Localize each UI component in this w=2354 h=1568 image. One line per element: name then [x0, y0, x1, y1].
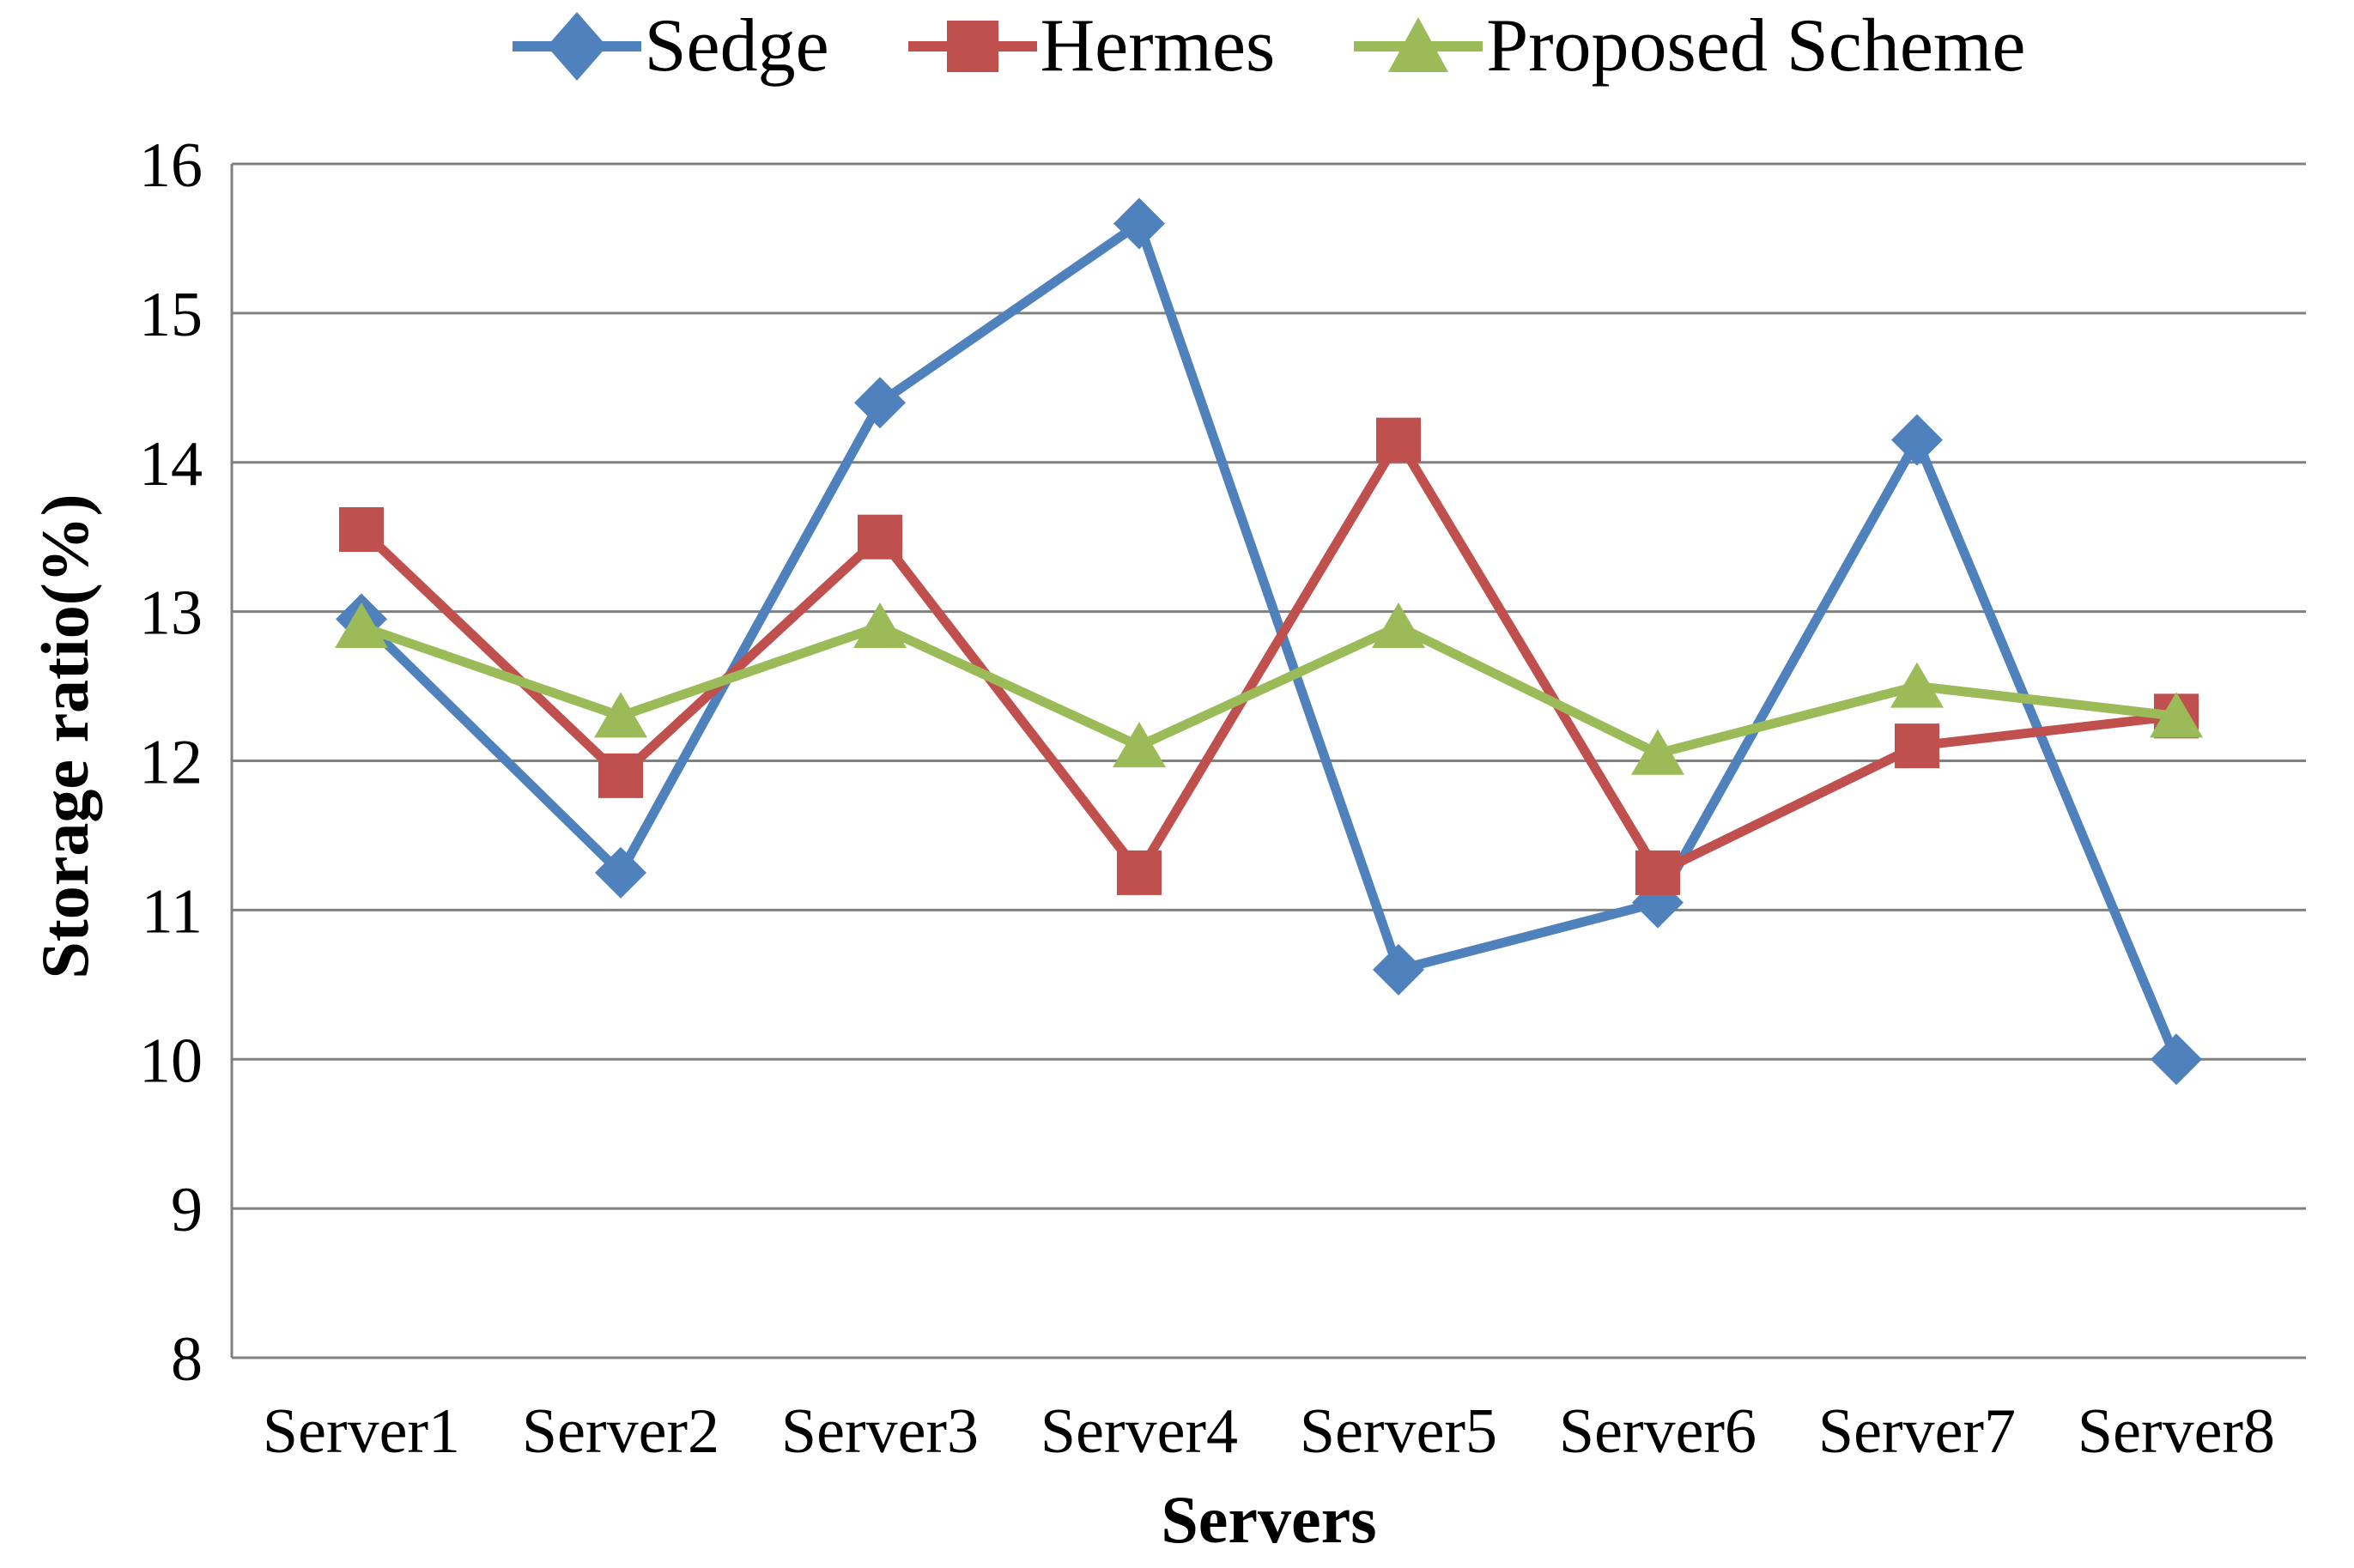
- x-tick-label: Server4: [1040, 1396, 1238, 1467]
- x-axis-title: Servers: [1161, 1482, 1377, 1557]
- x-tick-label: Server1: [263, 1396, 460, 1467]
- legend-label-proposed-scheme: Proposed Scheme: [1486, 4, 2026, 88]
- marker-hermes-server2: [598, 753, 643, 798]
- marker-hermes-server6: [1635, 850, 1680, 895]
- marker-hermes-server3: [858, 514, 902, 560]
- legend-label-hermes: Hermes: [1040, 4, 1276, 88]
- marker-sedge-server2: [595, 846, 646, 899]
- series-line-sedge: [358, 219, 2181, 1062]
- y-axis-title: Storage ratio(%): [27, 493, 102, 979]
- series-line-proposed-scheme: [360, 621, 2177, 759]
- y-tick-label: 15: [139, 280, 203, 350]
- chart-legend: Sedge Hermes Proposed Scheme: [232, 5, 2306, 88]
- marker-proposed-scheme-server7: [1890, 662, 1944, 708]
- x-tick-label: Server2: [522, 1396, 719, 1467]
- marker-proposed-scheme-server3: [853, 602, 907, 649]
- legend-item-proposed-scheme: Proposed Scheme: [1354, 5, 2025, 88]
- y-tick-label: 8: [171, 1324, 203, 1395]
- legend-item-hermes: Hermes: [907, 4, 1276, 88]
- proposed-scheme-triangle-icon: [1354, 17, 1483, 72]
- x-tick-label: Server5: [1300, 1396, 1497, 1467]
- marker-sedge-server7: [1891, 414, 1943, 466]
- marker-hermes-server1: [339, 506, 384, 552]
- marker-proposed-scheme-server5: [1372, 602, 1425, 649]
- series-line-hermes: [358, 435, 2177, 878]
- x-tick-label: Server7: [1818, 1396, 2016, 1467]
- marker-hermes-server7: [1895, 723, 1939, 769]
- marker-sedge-server4: [1113, 197, 1165, 250]
- legend-item-sedge: Sedge: [512, 4, 829, 88]
- marker-hermes-server4: [1117, 850, 1162, 895]
- sedge-diamond-icon: [512, 12, 641, 81]
- marker-proposed-scheme-server6: [1631, 729, 1684, 775]
- y-tick-label: 10: [139, 1026, 203, 1096]
- marker-proposed-scheme-server4: [1113, 722, 1166, 768]
- marker-hermes-server5: [1376, 417, 1421, 463]
- y-tick-label: 16: [139, 130, 203, 201]
- marker-sedge-server3: [854, 377, 906, 429]
- marker-proposed-scheme-server1: [335, 602, 388, 649]
- y-tick-label: 12: [139, 728, 203, 798]
- hermes-square-icon: [907, 21, 1037, 72]
- x-tick-label: Server3: [781, 1396, 979, 1467]
- marker-proposed-scheme-server8: [2150, 692, 2203, 738]
- marker-sedge-server5: [1373, 943, 1424, 996]
- y-tick-label: 9: [171, 1175, 203, 1245]
- y-tick-label: 11: [142, 876, 203, 947]
- y-tick-label: 14: [139, 429, 203, 499]
- y-tick-label: 13: [139, 578, 203, 649]
- marker-proposed-scheme-server2: [594, 692, 647, 738]
- x-tick-label: Server8: [2078, 1396, 2275, 1467]
- legend-label-sedge: Sedge: [644, 4, 829, 88]
- x-tick-label: Server6: [1559, 1396, 1756, 1467]
- marker-sedge-server8: [2151, 1033, 2202, 1086]
